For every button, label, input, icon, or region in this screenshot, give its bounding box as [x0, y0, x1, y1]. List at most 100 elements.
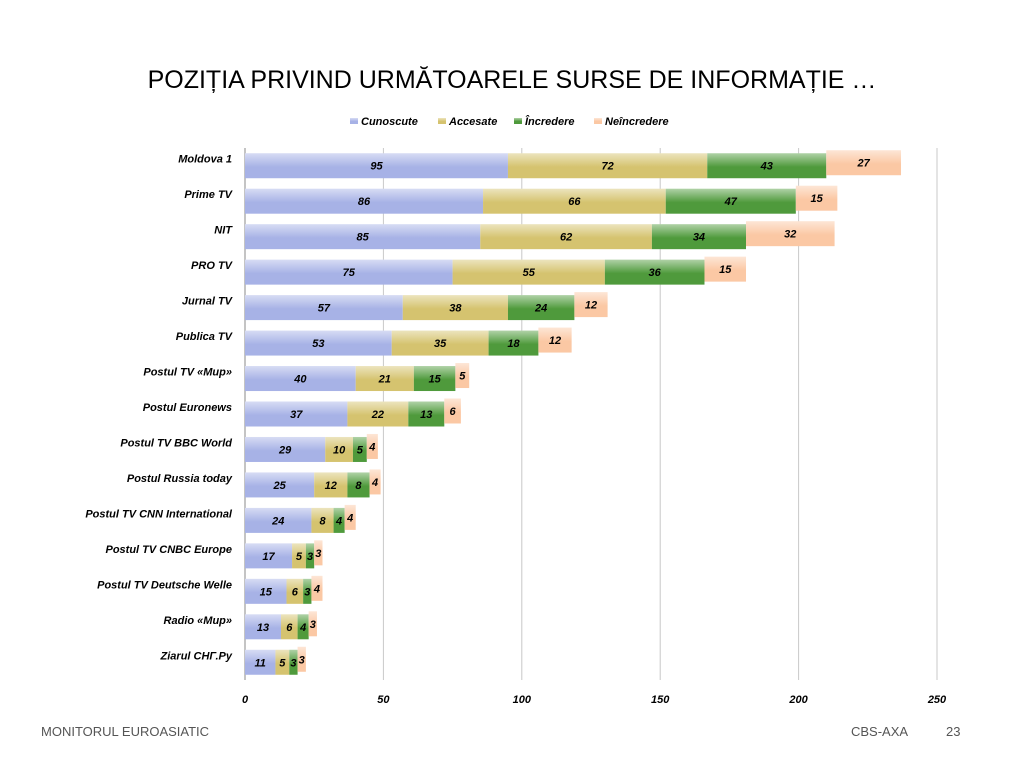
data-label-incredere-moldova-1: 43 — [760, 161, 773, 173]
legend: Cunoscute Accesate Încredere Neîncredere — [350, 115, 669, 128]
page-title: POZIȚIA PRIVIND URMĂTOARELE SURSE DE INF… — [147, 66, 877, 94]
legend-swatch-cunoscute — [350, 118, 358, 124]
legend-swatch-accesate — [438, 118, 446, 124]
data-label-accesate-ziarul-снг-ру: 5 — [279, 657, 286, 669]
bar-incredere-postul-tv-cnn-international — [333, 507, 345, 533]
data-label-neincredere-moldova-1: 27 — [857, 158, 871, 170]
legend-label-cunoscute: Cunoscute — [361, 116, 418, 128]
bar-neincredere-pro-tv — [704, 256, 747, 282]
bar-accesate-postul-russia-today — [314, 472, 348, 498]
bar-incredere-postul-russia-today — [347, 472, 370, 498]
data-label-incredere-postul-tv-deutsche-welle: 3 — [304, 586, 310, 598]
data-label-cunoscute-postul-tv-cnbc-europe: 17 — [262, 551, 275, 563]
bar-incredere-postul-tv-bbc-world — [352, 436, 367, 462]
x-tick-label: 100 — [513, 694, 532, 706]
data-label-incredere-postul-tv-bbc-world: 5 — [357, 444, 364, 456]
bar-neincredere-jurnal-tv — [574, 292, 608, 318]
data-label-accesate-postul-tv-bbc-world: 10 — [333, 444, 346, 456]
bar-accesate-postul-tv-cnn-international — [311, 507, 334, 533]
bar-cunoscute-nit — [245, 224, 481, 250]
data-label-cunoscute-postul-russia-today: 25 — [272, 480, 286, 492]
data-label-incredere-postul-tv-cnbc-europe: 3 — [307, 551, 313, 563]
data-label-incredere-prime-tv: 47 — [724, 196, 738, 208]
bar-accesate-moldova-1 — [507, 153, 708, 179]
bar-neincredere-postul-tv-cnbc-europe — [314, 540, 323, 566]
footer-source: CBS-AXA — [851, 724, 909, 739]
data-label-neincredere-nit: 32 — [784, 229, 796, 241]
data-label-cunoscute-moldova-1: 95 — [370, 161, 383, 173]
bar-accesate-radio-мир — [280, 614, 298, 640]
bar-incredere-moldova-1 — [707, 153, 827, 179]
bar-neincredere-postul-tv-deutsche-welle — [311, 575, 323, 601]
bar-cunoscute-jurnal-tv — [245, 295, 403, 321]
category-label-postul-tv-deutsche-welle: Postul TV Deutsche Welle — [97, 579, 232, 591]
bar-cunoscute-ziarul-снг-ру — [245, 649, 276, 675]
bar-neincredere-ziarul-снг-ру — [297, 646, 306, 672]
category-label-pro-tv: PRO TV — [191, 260, 234, 272]
data-label-accesate-radio-мир: 6 — [286, 622, 293, 634]
data-label-neincredere-postul-tv-мир: 5 — [459, 371, 466, 383]
category-label-nit: NIT — [214, 225, 233, 237]
data-label-cunoscute-prime-tv: 86 — [358, 196, 371, 208]
footer-left: MONITORUL EUROASIATIC — [41, 724, 210, 739]
category-label-postul-tv-мир: Postul TV «Мир» — [143, 367, 232, 379]
data-label-neincredere-radio-мир: 3 — [310, 619, 316, 631]
bar-accesate-postul-tv-cnbc-europe — [292, 543, 306, 569]
bar-neincredere-nit — [746, 221, 835, 247]
data-label-accesate-postul-tv-cnn-international: 8 — [319, 515, 326, 527]
bar-neincredere-publica-tv — [538, 327, 572, 353]
bar-cunoscute-postul-tv-cnn-international — [245, 507, 312, 533]
bar-incredere-radio-мир — [297, 614, 309, 640]
data-label-neincredere-publica-tv: 12 — [549, 335, 561, 347]
bar-cunoscute-postul-tv-deutsche-welle — [245, 578, 287, 604]
data-label-neincredere-jurnal-tv: 12 — [585, 300, 597, 312]
bar-accesate-nit — [480, 224, 652, 250]
data-label-neincredere-postul-euronews: 6 — [450, 406, 457, 418]
bar-accesate-jurnal-tv — [402, 295, 508, 321]
legend-label-accesate: Accesate — [448, 116, 497, 128]
bar-neincredere-prime-tv — [795, 185, 838, 211]
data-label-incredere-ziarul-снг-ру: 3 — [290, 657, 296, 669]
data-label-accesate-pro-tv: 55 — [523, 267, 536, 279]
page-number: 23 — [946, 724, 961, 739]
category-label-postul-tv-cnn-international: Postul TV CNN International — [85, 508, 233, 520]
category-label-postul-tv-bbc-world: Postul TV BBC World — [120, 437, 232, 449]
data-label-cunoscute-postul-tv-bbc-world: 29 — [278, 444, 292, 456]
bar-incredere-postul-tv-cnbc-europe — [305, 543, 315, 569]
bar-incredere-jurnal-tv — [507, 295, 575, 321]
x-tick-label: 200 — [788, 694, 808, 706]
bar-cunoscute-postul-russia-today — [245, 472, 315, 498]
data-label-neincredere-postul-tv-cnbc-europe: 3 — [315, 548, 321, 560]
category-label-postul-russia-today: Postul Russia today — [127, 473, 233, 485]
bar-accesate-postul-tv-bbc-world — [325, 436, 353, 462]
category-label-prime-tv: Prime TV — [184, 189, 233, 201]
category-label-radio-мир: Radio «Мир» — [164, 615, 232, 627]
data-label-cunoscute-postul-tv-deutsche-welle: 15 — [260, 586, 273, 598]
data-label-accesate-postul-euronews: 22 — [371, 409, 384, 421]
bar-incredere-postul-euronews — [408, 401, 445, 427]
bar-accesate-ziarul-снг-ру — [275, 649, 290, 675]
data-label-incredere-nit: 34 — [693, 232, 705, 244]
bar-neincredere-postul-russia-today — [369, 469, 381, 495]
bar-cunoscute-postul-tv-мир — [245, 366, 356, 392]
data-label-accesate-nit: 62 — [560, 232, 572, 244]
bar-neincredere-postul-tv-bbc-world — [366, 433, 378, 459]
data-label-cunoscute-ziarul-снг-ру: 11 — [255, 657, 266, 669]
bar-incredere-ziarul-снг-ру — [289, 649, 298, 675]
bar-neincredere-postul-tv-мир — [455, 363, 470, 389]
data-label-cunoscute-nit: 85 — [357, 232, 370, 244]
category-labels: Moldova 1 Prime TV NIT PRO TV Jurnal TV Publi… — [85, 154, 233, 663]
data-label-cunoscute-radio-мир: 13 — [257, 622, 269, 634]
bar-neincredere-postul-tv-cnn-international — [344, 504, 356, 530]
bar-incredere-nit — [651, 224, 747, 250]
bar-cunoscute-radio-мир — [245, 614, 281, 640]
data-label-incredere-jurnal-tv: 24 — [534, 303, 547, 315]
x-tick-label: 150 — [651, 694, 670, 706]
data-label-accesate-publica-tv: 35 — [434, 338, 447, 350]
bar-accesate-postul-tv-мир — [355, 366, 414, 392]
bar-incredere-pro-tv — [604, 259, 705, 285]
bar-cunoscute-postul-tv-bbc-world — [245, 436, 326, 462]
bar-neincredere-postul-euronews — [444, 398, 461, 424]
data-label-incredere-postul-russia-today: 8 — [355, 480, 362, 492]
data-label-incredere-postul-euronews: 13 — [420, 409, 432, 421]
